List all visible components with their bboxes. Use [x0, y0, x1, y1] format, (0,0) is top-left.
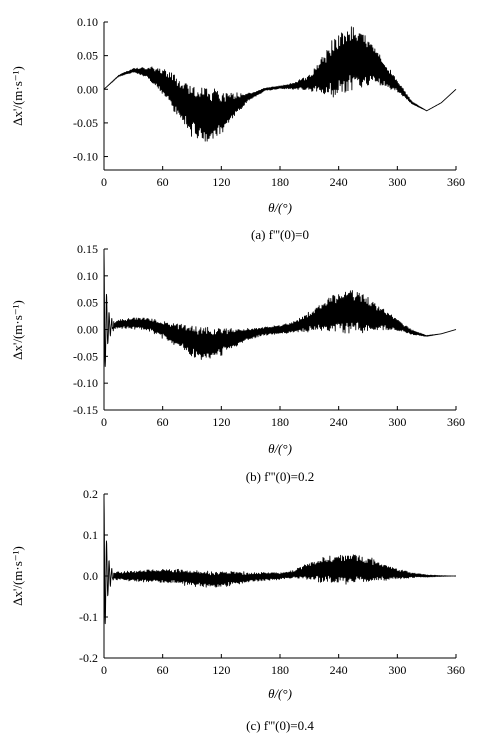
series-line [103, 26, 457, 142]
x-tick-label: 300 [388, 175, 406, 189]
y-tick-label: 0.10 [77, 15, 98, 29]
x-axis-title: θ/(°) [268, 441, 292, 456]
x-tick-label: 360 [447, 415, 465, 429]
y-tick-label: -0.10 [73, 150, 98, 164]
panel-caption: (b) f'''(0)=0.2 [246, 469, 315, 484]
y-tick-label: 0.10 [77, 269, 98, 283]
y-tick-label: 0.15 [77, 242, 98, 256]
y-tick-label: -0.10 [73, 376, 98, 390]
x-tick-label: 360 [447, 175, 465, 189]
y-tick-label: 0.2 [83, 487, 98, 501]
x-tick-label: 0 [101, 663, 107, 677]
x-axis-title: θ/(°) [268, 686, 292, 701]
chart-panel-3: 0 60 120 180 240 300 360 -0.2 -0.1 0.0 0.1 0.2 θ/(°)… [10, 487, 465, 733]
x-tick-label: 180 [271, 175, 289, 189]
y-axis-title: Δx'/(m·s⁻¹) [10, 300, 25, 360]
series-line [103, 493, 457, 625]
x-tick-label: 240 [330, 175, 348, 189]
x-tick-label: 120 [212, 415, 230, 429]
x-tick-label: 360 [447, 663, 465, 677]
panel-caption: (a) f'''(0)=0 [251, 227, 309, 242]
chart-panel-1: 0 60 120 180 240 300 360 -0.10 -0.05 0.00 0.05 0.10… [10, 15, 465, 242]
y-tick-label: 0.1 [83, 528, 98, 542]
y-tick-label: 0.0 [83, 569, 98, 583]
y-tick-label: -0.2 [79, 651, 98, 665]
y-tick-label: -0.15 [73, 403, 98, 417]
y-tick-label: -0.05 [73, 116, 98, 130]
y-tick-label: -0.05 [73, 349, 98, 363]
x-tick-label: 60 [157, 175, 169, 189]
x-tick-label: 300 [388, 663, 406, 677]
x-tick-label: 240 [330, 663, 348, 677]
x-axis-title: θ/(°) [268, 200, 292, 215]
y-axis-title: Δx'/(m·s⁻¹) [10, 546, 25, 606]
x-tick-label: 60 [157, 415, 169, 429]
x-tick-label: 300 [388, 415, 406, 429]
y-tick-label: 0.00 [77, 323, 98, 337]
x-tick-label: 180 [271, 663, 289, 677]
x-tick-label: 60 [157, 663, 169, 677]
series-line [103, 248, 457, 367]
x-tick-label: 120 [212, 663, 230, 677]
x-tick-label: 0 [101, 415, 107, 429]
chart-panel-2: 0 60 120 180 240 300 360 -0.15 -0.10 -0.05 0.00 0.0… [10, 242, 465, 484]
x-tick-label: 120 [212, 175, 230, 189]
x-tick-label: 0 [101, 175, 107, 189]
x-tick-label: 180 [271, 415, 289, 429]
y-tick-label: 0.05 [77, 49, 98, 63]
panel-caption: (c) f'''(0)=0.4 [246, 718, 314, 733]
x-tick-label: 240 [330, 415, 348, 429]
y-axis-title: Δx'/(m·s⁻¹) [10, 66, 25, 126]
y-tick-label: 0.00 [77, 82, 98, 96]
y-tick-label: 0.05 [77, 296, 98, 310]
y-tick-label: -0.1 [79, 610, 98, 624]
